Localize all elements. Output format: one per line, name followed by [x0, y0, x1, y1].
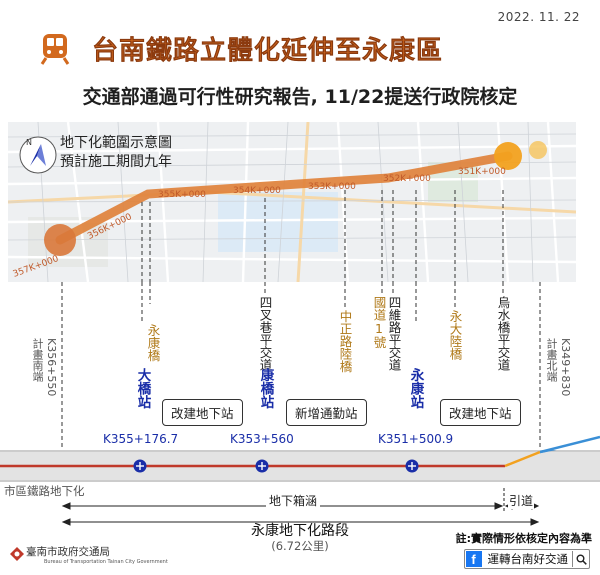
section-name: 永康地下化路段: [0, 520, 600, 540]
svg-text:N: N: [26, 138, 32, 147]
map-chainage-label: 351K+000: [458, 167, 506, 177]
section-existing: 市區鐵路地下化: [4, 484, 85, 498]
page-title: 台南鐵路立體化延伸至永康區: [92, 36, 444, 66]
section-name-text: 永康地下化路段: [247, 523, 353, 539]
compass-icon: N: [19, 136, 57, 174]
route-start-dot: [44, 224, 76, 256]
landmark-siwei-crossing: 四維路平交道: [386, 296, 402, 371]
station-yongkang: 永康站: [407, 368, 424, 409]
plan-end-chainage: K349+830: [559, 338, 572, 397]
guide-lines-upper: [141, 190, 504, 282]
route-end-dot: [494, 142, 522, 170]
station-marker-icon: [255, 459, 269, 473]
station-kangqiao-chainage: K353+560: [230, 432, 294, 446]
train-icon: [38, 32, 72, 66]
search-icon: [572, 551, 589, 567]
station-kangqiao-note: 新增通勤站: [286, 399, 367, 426]
track-north-extension: [540, 435, 600, 454]
section-tunnel: 地下箱涵: [266, 492, 321, 509]
map-legend-line1: 地下化範圍示意圖: [60, 135, 172, 151]
bureau-name-en: Bureau of Transportation Tainan City Gov…: [44, 559, 168, 565]
landmark-yongkang-bridge: 永康橋: [145, 324, 161, 362]
map-chainage-label: 354K+000: [233, 186, 281, 196]
page-subtitle: 交通部通過可行性研究報告, 11/22提送行政院核定: [82, 86, 518, 108]
title-banner: 台南鐵路立體化延伸至永康區: [30, 28, 578, 70]
map-legend-line2: 預計施工期間九年: [60, 154, 172, 170]
plan-end-label: 計畫北端: [545, 338, 558, 382]
landmark-wushui-crossing: 烏水橋平交道: [495, 296, 511, 371]
map-chainage-label: 355K+000: [158, 190, 206, 200]
social-link[interactable]: f 運轉台南好交通: [463, 549, 590, 569]
track-band: [0, 438, 600, 482]
map-chainage-label: 352K+000: [383, 174, 431, 184]
station-yongkang-note: 改建地下站: [440, 399, 521, 426]
date-label: 2022. 11. 22: [497, 10, 580, 24]
landmark-sichaxiang-crossing: 四叉巷平交道: [257, 296, 273, 371]
map-background: N: [8, 122, 576, 282]
landmark-freeway-1: 國道1號: [371, 296, 387, 349]
station-marker-icon: [405, 459, 419, 473]
map-chainage-label: 353K+000: [308, 182, 356, 192]
bureau-name: 臺南市政府交通局: [26, 546, 110, 558]
station-daqiao: 大橋站: [134, 368, 151, 409]
plan-start-chainage: K356+550: [45, 338, 58, 397]
station-yongkang-chainage: K351+500.9: [378, 432, 454, 446]
station-daqiao-note: 改建地下站: [162, 399, 243, 426]
landmark-zhongzheng-overpass: 中正路陸橋: [337, 310, 353, 373]
section-ramp: 引道: [508, 492, 535, 509]
plan-start-label: 計畫南端: [31, 338, 44, 382]
social-link-label: 運轉台南好交通: [487, 552, 569, 566]
station-kangqiao: 康橋站: [257, 368, 274, 409]
route-map: N 357K+000 356K+000 355K+000 354K+000 35…: [8, 122, 576, 282]
guide-lines: [61, 282, 541, 452]
footer-note: 註:實際情形依核定內容為準: [455, 532, 592, 545]
bureau-logo-icon: [10, 546, 24, 561]
station-daqiao-chainage: K355+176.7: [103, 432, 179, 446]
section-length: (6.72公里): [271, 539, 329, 553]
map-legend: 地下化範圍示意圖 預計施工期間九年: [60, 134, 172, 172]
facebook-icon: f: [465, 551, 482, 567]
station-marker-icon: [133, 459, 147, 473]
landmark-yongda-overpass: 永大陸橋: [447, 310, 463, 360]
